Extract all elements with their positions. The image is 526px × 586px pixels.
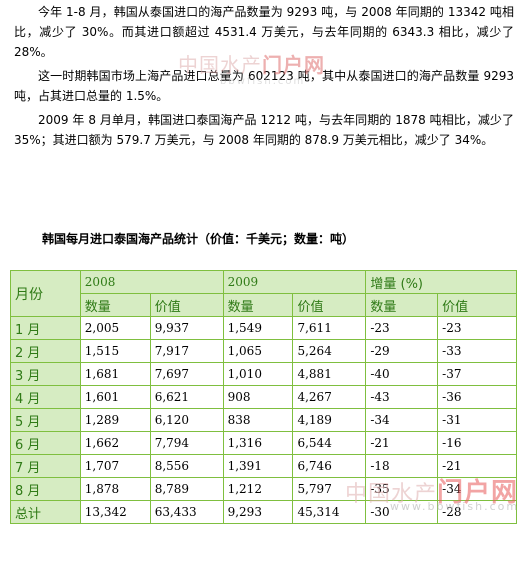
- import-stats-table: 月份 2008 2009 增量 (%) 数量 价值 数量 价值 数量 价值 1 …: [10, 270, 517, 524]
- month-cell: 4 月: [10, 385, 81, 409]
- value-2009-cell: 6,746: [292, 454, 367, 478]
- value-2009-cell: 45,314: [292, 500, 367, 524]
- table-header-row-1: 月份 2008 2009 增量 (%): [10, 270, 517, 317]
- table-row: 2 月 1,515 7,917 1,065 5,264 -29 -33: [10, 339, 517, 363]
- qty-2008-cell: 2,005: [79, 316, 151, 340]
- qty-change-cell: -43: [365, 385, 439, 409]
- table-row: 5 月 1,289 6,120 838 4,189 -34 -31: [10, 408, 517, 432]
- qty-2009-cell: 838: [222, 408, 294, 432]
- value-change-cell: -23: [437, 316, 517, 340]
- qty-2009-cell: 1,549: [222, 316, 294, 340]
- value-2009-cell: 5,264: [292, 339, 367, 363]
- value-change-cell: -31: [437, 408, 517, 432]
- table-row: 8 月 1,878 8,789 1,212 5,797 -35 -34: [10, 477, 517, 501]
- table-row: 7 月 1,707 8,556 1,391 6,746 -18 -21: [10, 454, 517, 478]
- value-2008-cell: 8,556: [149, 454, 224, 478]
- value-2009-cell: 5,797: [292, 477, 367, 501]
- table-row: 3 月 1,681 7,697 1,010 4,881 -40 -37: [10, 362, 517, 386]
- header-qty-2009: 数量: [222, 293, 294, 317]
- qty-change-cell: -29: [365, 339, 439, 363]
- qty-2008-cell: 1,681: [79, 362, 151, 386]
- month-cell: 总计: [10, 500, 81, 524]
- paragraph-2: 这一时期韩国市场上海产品进口总量为 602123 吨，其中从泰国进口的海产品数量…: [14, 69, 514, 103]
- value-change-cell: -37: [437, 362, 517, 386]
- month-cell: 5 月: [10, 408, 81, 432]
- table-title: 韩国每月进口泰国海产品统计（价值：千美元；数量：吨）: [42, 232, 355, 246]
- header-value-2008: 价值: [149, 293, 224, 317]
- watermark-top-url: bbwfish.com: [220, 76, 306, 87]
- qty-2008-cell: 1,289: [79, 408, 151, 432]
- header-change: 增量 (%): [365, 270, 517, 294]
- header-qty-change: 数量: [365, 293, 439, 317]
- value-change-cell: -34: [437, 477, 517, 501]
- qty-2008-cell: 1,878: [79, 477, 151, 501]
- qty-2008-cell: 1,707: [79, 454, 151, 478]
- qty-2009-cell: 1,391: [222, 454, 294, 478]
- month-cell: 6 月: [10, 431, 81, 455]
- value-2008-cell: 9,937: [149, 316, 224, 340]
- value-2009-cell: 4,267: [292, 385, 367, 409]
- qty-2008-cell: 1,601: [79, 385, 151, 409]
- qty-2009-cell: 1,065: [222, 339, 294, 363]
- month-cell: 2 月: [10, 339, 81, 363]
- month-cell: 8 月: [10, 477, 81, 501]
- value-2008-cell: 6,621: [149, 385, 224, 409]
- paragraph-1: 今年 1-8 月，韩国从泰国进口的海产品数量为 9293 吨，与 2008 年同…: [14, 5, 514, 59]
- table-row: 6 月 1,662 7,794 1,316 6,544 -21 -16: [10, 431, 517, 455]
- qty-change-cell: -40: [365, 362, 439, 386]
- header-year-2008: 2008: [79, 270, 224, 294]
- article-body: 今年 1-8 月，韩国从泰国进口的海产品数量为 9293 吨，与 2008 年同…: [14, 2, 514, 154]
- qty-2009-cell: 1,010: [222, 362, 294, 386]
- value-change-cell: -16: [437, 431, 517, 455]
- month-cell: 3 月: [10, 362, 81, 386]
- qty-2008-cell: 1,662: [79, 431, 151, 455]
- value-2008-cell: 7,794: [149, 431, 224, 455]
- qty-change-cell: -18: [365, 454, 439, 478]
- paragraph-3: 2009 年 8 月单月，韩国进口泰国海产品 1212 吨，与去年同期的 187…: [14, 113, 514, 147]
- value-2009-cell: 6,544: [292, 431, 367, 455]
- value-change-cell: -21: [437, 454, 517, 478]
- value-2009-cell: 4,189: [292, 408, 367, 432]
- value-2008-cell: 6,120: [149, 408, 224, 432]
- month-cell: 7 月: [10, 454, 81, 478]
- qty-change-cell: -30: [365, 500, 439, 524]
- table-row: 1 月 2,005 9,937 1,549 7,611 -23 -23: [10, 316, 517, 340]
- header-value-2009: 价值: [292, 293, 367, 317]
- qty-2009-cell: 908: [222, 385, 294, 409]
- qty-change-cell: -21: [365, 431, 439, 455]
- table-row: 4 月 1,601 6,621 908 4,267 -43 -36: [10, 385, 517, 409]
- value-2008-cell: 7,917: [149, 339, 224, 363]
- qty-change-cell: -35: [365, 477, 439, 501]
- table-header-row-2: 数量 价值 数量 价值 数量 价值: [11, 293, 517, 317]
- qty-2008-cell: 13,342: [79, 500, 151, 524]
- value-change-cell: -28: [437, 500, 517, 524]
- month-cell: 1 月: [10, 316, 81, 340]
- qty-2009-cell: 9,293: [222, 500, 294, 524]
- qty-change-cell: -23: [365, 316, 439, 340]
- header-value-change: 价值: [437, 293, 517, 317]
- value-2008-cell: 63,433: [149, 500, 224, 524]
- qty-2009-cell: 1,316: [222, 431, 294, 455]
- header-month: 月份: [10, 270, 81, 317]
- value-2008-cell: 7,697: [149, 362, 224, 386]
- value-2008-cell: 8,789: [149, 477, 224, 501]
- value-2009-cell: 7,611: [292, 316, 367, 340]
- header-year-2009: 2009: [222, 270, 367, 294]
- qty-2009-cell: 1,212: [222, 477, 294, 501]
- value-change-cell: -33: [437, 339, 517, 363]
- value-2009-cell: 4,881: [292, 362, 367, 386]
- qty-change-cell: -34: [365, 408, 439, 432]
- qty-2008-cell: 1,515: [79, 339, 151, 363]
- watermark-bottom-url: www.bbwfish.com: [390, 500, 520, 513]
- value-change-cell: -36: [437, 385, 517, 409]
- header-qty-2008: 数量: [79, 293, 151, 317]
- table-row: 总计 13,342 63,433 9,293 45,314 -30 -28: [10, 500, 517, 524]
